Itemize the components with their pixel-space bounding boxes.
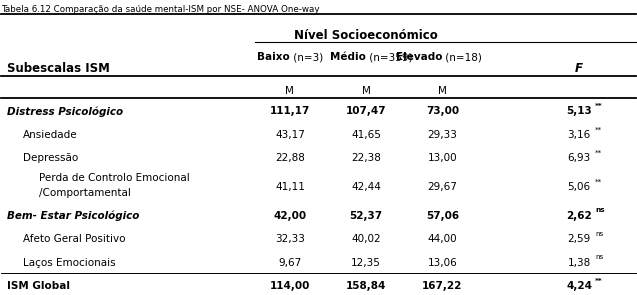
Text: ns: ns bbox=[595, 254, 603, 260]
Text: 52,37: 52,37 bbox=[350, 211, 383, 221]
Text: 22,38: 22,38 bbox=[351, 153, 381, 163]
Text: 73,00: 73,00 bbox=[426, 106, 459, 117]
Text: 44,00: 44,00 bbox=[427, 234, 457, 244]
Text: (n=18): (n=18) bbox=[443, 52, 482, 62]
Text: ns: ns bbox=[595, 231, 603, 237]
Text: Depressão: Depressão bbox=[23, 153, 78, 163]
Text: Elevado: Elevado bbox=[396, 52, 443, 62]
Text: Baixo: Baixo bbox=[257, 52, 290, 62]
Text: 41,65: 41,65 bbox=[351, 130, 381, 140]
Text: 4,24: 4,24 bbox=[566, 281, 592, 291]
Text: 1,38: 1,38 bbox=[568, 258, 590, 268]
Text: ns: ns bbox=[595, 207, 605, 213]
Text: 22,88: 22,88 bbox=[275, 153, 305, 163]
Text: 29,33: 29,33 bbox=[427, 130, 457, 140]
Text: 5,06: 5,06 bbox=[568, 182, 590, 192]
Text: Distress Psicológico: Distress Psicológico bbox=[7, 106, 123, 117]
Text: 13,06: 13,06 bbox=[427, 258, 457, 268]
Text: F: F bbox=[575, 63, 583, 76]
Text: (n=3): (n=3) bbox=[290, 52, 323, 62]
Text: 43,17: 43,17 bbox=[275, 130, 305, 140]
Text: 40,02: 40,02 bbox=[352, 234, 381, 244]
Text: Afeto Geral Positivo: Afeto Geral Positivo bbox=[23, 234, 125, 244]
Text: 32,33: 32,33 bbox=[275, 234, 305, 244]
Text: Tabela 6.12 Comparação da saúde mental-ISM por NSE- ANOVA One-way: Tabela 6.12 Comparação da saúde mental-I… bbox=[1, 5, 319, 14]
Text: 2,59: 2,59 bbox=[568, 234, 590, 244]
Text: M: M bbox=[285, 86, 294, 96]
Text: 2,62: 2,62 bbox=[566, 211, 592, 221]
Text: 13,00: 13,00 bbox=[427, 153, 457, 163]
Text: /Comportamental: /Comportamental bbox=[39, 188, 131, 198]
Text: **: ** bbox=[595, 179, 602, 185]
Text: M: M bbox=[438, 86, 447, 96]
Text: Médio: Médio bbox=[331, 52, 366, 62]
Text: 12,35: 12,35 bbox=[351, 258, 381, 268]
Text: 57,06: 57,06 bbox=[426, 211, 459, 221]
Text: Perda de Controlo Emocional: Perda de Controlo Emocional bbox=[39, 173, 190, 183]
Text: 41,11: 41,11 bbox=[275, 182, 305, 192]
Text: **: ** bbox=[595, 278, 603, 284]
Text: 29,67: 29,67 bbox=[427, 182, 457, 192]
Text: Subescalas ISM: Subescalas ISM bbox=[7, 63, 110, 76]
Text: Bem- Estar Psicológico: Bem- Estar Psicológico bbox=[7, 210, 140, 221]
Text: 42,44: 42,44 bbox=[351, 182, 381, 192]
Text: 167,22: 167,22 bbox=[422, 281, 462, 291]
Text: **: ** bbox=[595, 103, 603, 109]
Text: M: M bbox=[362, 86, 371, 96]
Text: 9,67: 9,67 bbox=[278, 258, 301, 268]
Text: 5,13: 5,13 bbox=[566, 106, 592, 117]
Text: 114,00: 114,00 bbox=[269, 281, 310, 291]
Text: 111,17: 111,17 bbox=[269, 106, 310, 117]
Text: 6,93: 6,93 bbox=[568, 153, 590, 163]
Text: 42,00: 42,00 bbox=[273, 211, 306, 221]
Text: (n=359): (n=359) bbox=[366, 52, 413, 62]
Text: 3,16: 3,16 bbox=[568, 130, 590, 140]
Text: ISM Global: ISM Global bbox=[7, 281, 70, 291]
Text: Laços Emocionais: Laços Emocionais bbox=[23, 258, 115, 268]
Text: 158,84: 158,84 bbox=[346, 281, 387, 291]
Text: **: ** bbox=[595, 127, 602, 132]
Text: Nível Socioeconómico: Nível Socioeconómico bbox=[294, 29, 438, 42]
Text: 107,47: 107,47 bbox=[346, 106, 387, 117]
Text: **: ** bbox=[595, 150, 602, 156]
Text: Ansiedade: Ansiedade bbox=[23, 130, 78, 140]
